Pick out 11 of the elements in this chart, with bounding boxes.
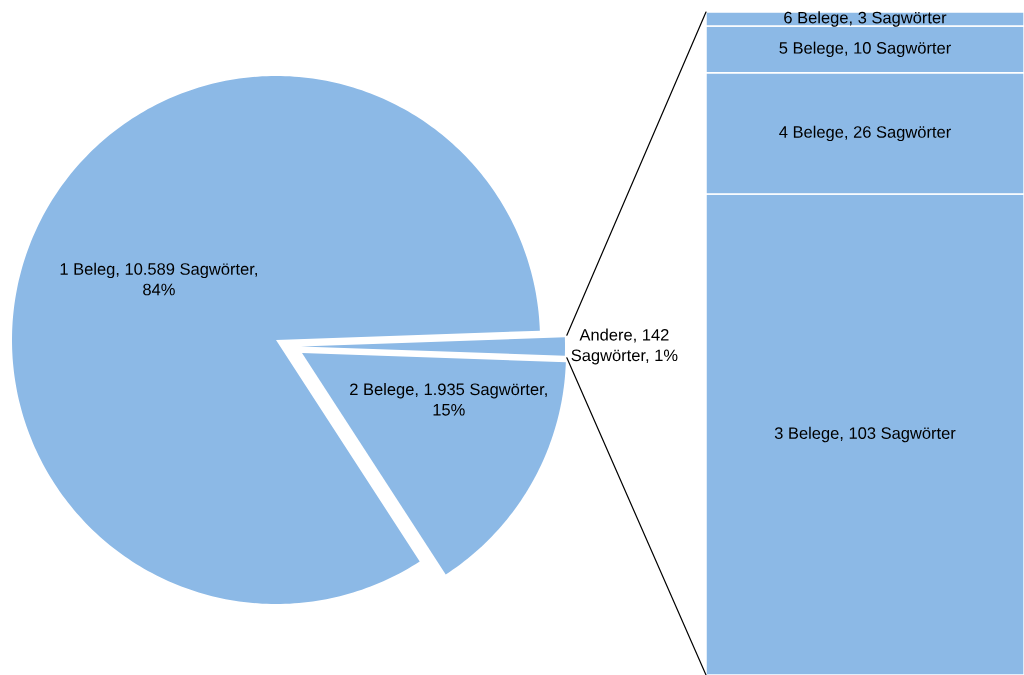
- data-label: 3 Sagwörter: [858, 11, 947, 27]
- series-label: 4 Belege,: [779, 125, 848, 142]
- slice-label: 1 Beleg, 10.589 Sagwörter, 84%: [60, 262, 257, 296]
- slice-label: 2 Belege, 1.935 Sagwörter, 15%: [350, 383, 547, 416]
- series-label: 5 Belege,: [779, 41, 848, 58]
- series-label: 3 Belege,: [774, 426, 843, 443]
- slice-label: Andere, 142 Sagwörter, 1%: [571, 328, 678, 365]
- series-label: 6 Belege,: [784, 11, 852, 27]
- data-label: 103 Sagwörter: [849, 427, 956, 443]
- data-label: 10 Sagwörter: [854, 42, 951, 58]
- data-label: 26 Sagwörter: [853, 126, 951, 142]
